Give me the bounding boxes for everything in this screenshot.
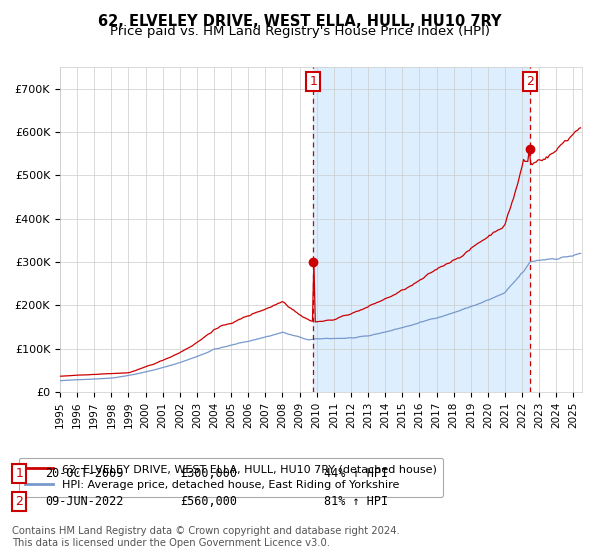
Text: £560,000: £560,000 (180, 494, 237, 508)
Bar (313, 67, 530, 392)
Text: 62, ELVELEY DRIVE, WEST ELLA, HULL, HU10 7RY: 62, ELVELEY DRIVE, WEST ELLA, HULL, HU10… (98, 14, 502, 29)
Legend: 62, ELVELEY DRIVE, WEST ELLA, HULL, HU10 7RY (detached house), HPI: Average pric: 62, ELVELEY DRIVE, WEST ELLA, HULL, HU10… (19, 458, 443, 497)
Text: 2: 2 (15, 494, 23, 508)
Text: 09-JUN-2022: 09-JUN-2022 (45, 494, 124, 508)
Text: Price paid vs. HM Land Registry's House Price Index (HPI): Price paid vs. HM Land Registry's House … (110, 25, 490, 38)
Text: Contains HM Land Registry data © Crown copyright and database right 2024.: Contains HM Land Registry data © Crown c… (12, 526, 400, 536)
Text: 20-OCT-2009: 20-OCT-2009 (45, 466, 124, 480)
Text: 44% ↑ HPI: 44% ↑ HPI (324, 466, 388, 480)
Text: £300,000: £300,000 (180, 466, 237, 480)
Text: 81% ↑ HPI: 81% ↑ HPI (324, 494, 388, 508)
Text: 1: 1 (15, 466, 23, 480)
Text: 2: 2 (526, 75, 533, 88)
Text: This data is licensed under the Open Government Licence v3.0.: This data is licensed under the Open Gov… (12, 538, 330, 548)
Text: 1: 1 (310, 75, 317, 88)
